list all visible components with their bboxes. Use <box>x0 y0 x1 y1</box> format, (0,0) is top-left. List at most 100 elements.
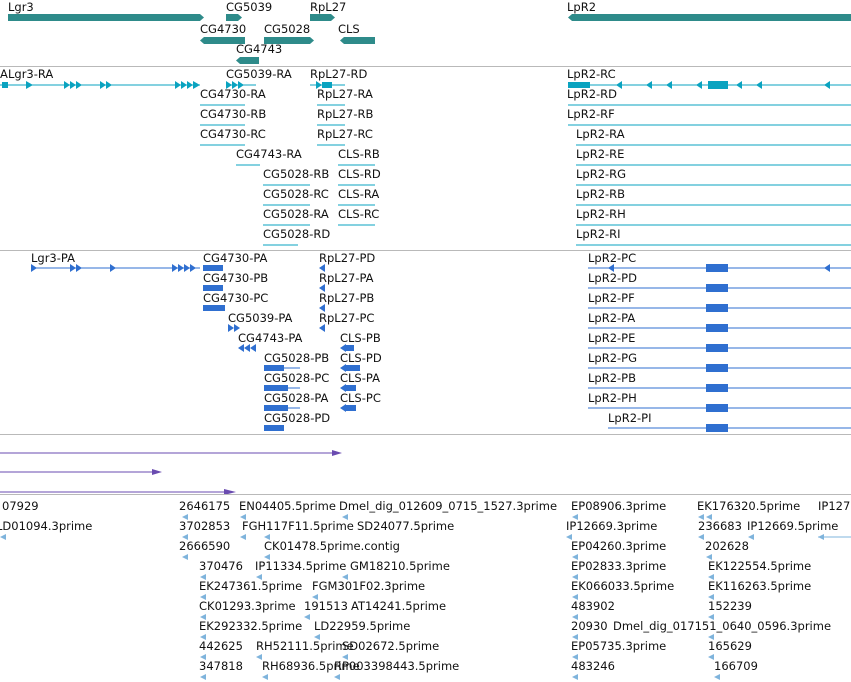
transcript-label[interactable]: CLS-RD <box>338 167 381 181</box>
est-label[interactable]: IP12669.5prime <box>747 519 839 533</box>
est-label[interactable]: 483902 <box>571 599 615 613</box>
est-label[interactable]: EK176320.5prime <box>697 499 801 513</box>
transcript-label[interactable]: LpR2-RE <box>576 147 625 161</box>
protein-label[interactable]: CLS-PC <box>340 391 381 405</box>
est-label[interactable]: EK292332.5prime <box>199 619 303 633</box>
protein-label[interactable]: CG4730-PA <box>203 251 268 265</box>
transcript-label[interactable]: CG4730-RA <box>200 87 266 101</box>
protein-label[interactable]: LpR2-PC <box>588 251 637 265</box>
est-label[interactable]: CK01478.5prime.contig <box>264 539 400 553</box>
transcript-label[interactable]: LpR2-RG <box>576 167 627 181</box>
est-label[interactable]: LD22959.5prime <box>314 619 411 633</box>
transcript-label[interactable]: RpL27-RC <box>317 127 373 141</box>
est-label[interactable]: 191513 <box>304 599 348 613</box>
protein-label[interactable]: CG4730-PC <box>203 291 269 305</box>
transcript-label[interactable]: RpL27-RA <box>317 87 373 101</box>
gene-label[interactable]: Lgr3 <box>8 0 34 14</box>
est-label[interactable]: 20930 <box>571 619 608 633</box>
est-label[interactable]: 165629 <box>708 639 752 653</box>
protein-label[interactable]: CG5028-PB <box>264 351 330 365</box>
est-label[interactable]: 166709 <box>714 659 758 673</box>
transcript-label[interactable]: LpR2-RB <box>576 187 626 201</box>
gene-label[interactable]: CG5028 <box>264 22 311 36</box>
est-label[interactable]: IP127 <box>818 499 851 513</box>
est-label[interactable]: GM18210.5prime <box>350 559 450 573</box>
gene-label[interactable]: CLS <box>338 22 360 36</box>
est-label[interactable]: CK01293.3prime <box>199 599 296 613</box>
transcript-label[interactable]: LpR2-RI <box>576 227 621 241</box>
est-label[interactable]: 347818 <box>199 659 243 673</box>
transcript-label[interactable]: CG5028-RB <box>263 167 330 181</box>
transcript-label[interactable]: CG4730-RB <box>200 107 267 121</box>
est-label[interactable]: SD24077.5prime <box>357 519 455 533</box>
transcript-label[interactable]: CG4743-RA <box>236 147 302 161</box>
est-label[interactable]: FGH117F11.5prime <box>242 519 354 533</box>
est-label[interactable]: EP04260.3prime <box>571 539 667 553</box>
est-label[interactable]: LD01094.3prime <box>0 519 93 533</box>
est-label[interactable]: EK122554.5prime <box>708 559 812 573</box>
protein-label[interactable]: LpR2-PD <box>588 271 637 285</box>
protein-label[interactable]: CG5028-PD <box>264 411 331 425</box>
est-label[interactable]: 152239 <box>708 599 752 613</box>
est-label[interactable]: Dmel_dig_012609_0715_1527.3prime <box>339 499 558 513</box>
est-label[interactable]: 3702853 <box>179 519 231 533</box>
transcript-label[interactable]: CG4730-RC <box>200 127 266 141</box>
est-label[interactable]: 370476 <box>199 559 243 573</box>
est-label[interactable]: EP02833.3prime <box>571 559 667 573</box>
protein-label[interactable]: LpR2-PI <box>608 411 652 425</box>
gene-label[interactable]: CG4730 <box>200 22 247 36</box>
est-label[interactable]: EP05735.3prime <box>571 639 667 653</box>
transcript-label[interactable]: CLS-RA <box>338 187 380 201</box>
protein-label[interactable]: CG5028-PA <box>264 391 329 405</box>
gene-label[interactable]: CG5039 <box>226 0 273 14</box>
est-label[interactable]: EN04405.5prime <box>239 499 336 513</box>
protein-label[interactable]: CG5028-PC <box>264 371 330 385</box>
protein-label[interactable]: CG4743-PA <box>238 331 303 345</box>
gene-label[interactable]: RpL27 <box>310 0 347 14</box>
protein-label[interactable]: CG5039-PA <box>228 311 293 325</box>
protein-label[interactable]: CG4730-PB <box>203 271 269 285</box>
est-label[interactable]: AT14241.5prime <box>351 599 447 613</box>
protein-label[interactable]: RpL27-PA <box>319 271 374 285</box>
transcript-label[interactable]: CLS-RC <box>338 207 380 221</box>
protein-label[interactable]: LpR2-PA <box>588 311 636 325</box>
protein-label[interactable]: CLS-PD <box>340 351 382 365</box>
transcript-label[interactable]: RpL27-RB <box>317 107 374 121</box>
transcript-label[interactable]: Lgr3-RA <box>8 67 54 81</box>
protein-label[interactable]: RpL27-PB <box>319 291 375 305</box>
est-label[interactable]: RH68936.5prime <box>262 659 360 673</box>
transcript-label[interactable]: CLS-RB <box>338 147 380 161</box>
est-label[interactable]: EK247361.5prime <box>199 579 303 593</box>
est-label[interactable]: 07929 <box>2 499 39 513</box>
est-label[interactable]: EP08906.3prime <box>571 499 667 513</box>
transcript-label[interactable]: LpR2-RA <box>576 127 625 141</box>
est-label[interactable]: RH52111.5prime <box>256 639 354 653</box>
transcript-label[interactable]: CG5028-RA <box>263 207 329 221</box>
transcript-label[interactable]: A <box>0 67 8 81</box>
transcript-label[interactable]: LpR2-RF <box>567 107 615 121</box>
protein-label[interactable]: LpR2-PG <box>588 351 638 365</box>
transcript-label[interactable]: LpR2-RH <box>576 207 626 221</box>
est-label[interactable]: 483246 <box>571 659 615 673</box>
est-label[interactable]: RP003398443.5prime <box>334 659 460 673</box>
est-label[interactable]: 2666590 <box>179 539 231 553</box>
est-label[interactable]: Dmel_dig_017151_0640_0596.3prime <box>613 619 832 633</box>
transcript-label[interactable]: CG5028-RD <box>263 227 331 241</box>
transcript-label[interactable]: CG5028-RC <box>263 187 329 201</box>
transcript-label[interactable]: RpL27-RD <box>310 67 368 81</box>
protein-label[interactable]: CLS-PB <box>340 331 381 345</box>
est-label[interactable]: 442625 <box>199 639 243 653</box>
protein-label[interactable]: LpR2-PE <box>588 331 636 345</box>
protein-label[interactable]: RpL27-PC <box>319 311 375 325</box>
est-label[interactable]: EK066033.5prime <box>571 579 675 593</box>
protein-label[interactable]: RpL27-PD <box>319 251 376 265</box>
transcript-label[interactable]: CG5039-RA <box>226 67 292 81</box>
protein-label[interactable]: LpR2-PF <box>588 291 635 305</box>
transcript-label[interactable]: LpR2-RD <box>567 87 618 101</box>
est-label[interactable]: 202628 <box>705 539 749 553</box>
protein-label[interactable]: LpR2-PH <box>588 391 637 405</box>
transcript-label[interactable]: LpR2-RC <box>567 67 616 81</box>
protein-label[interactable]: CLS-PA <box>340 371 380 385</box>
gene-label[interactable]: LpR2 <box>567 0 597 14</box>
est-label[interactable]: IP11334.5prime <box>255 559 347 573</box>
